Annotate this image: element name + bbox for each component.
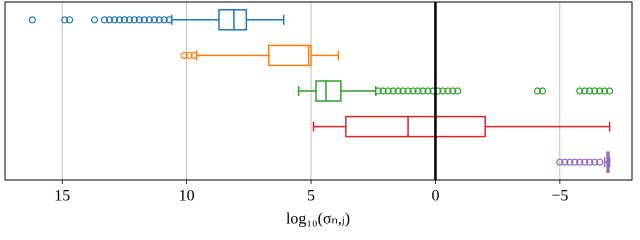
flier (140, 16, 148, 24)
plot-frame (4, 1, 633, 181)
flier (576, 87, 584, 95)
flier (414, 87, 422, 95)
flier (419, 87, 427, 95)
flier (591, 158, 599, 166)
flier (374, 87, 382, 95)
flier (581, 158, 589, 166)
flier (150, 16, 158, 24)
flier (586, 87, 594, 95)
box (218, 9, 248, 31)
flier (606, 87, 614, 95)
flier (28, 16, 36, 24)
flier (61, 16, 69, 24)
flier (130, 16, 138, 24)
flier (556, 158, 564, 166)
flier (591, 87, 599, 95)
flier (566, 158, 574, 166)
flier (185, 51, 193, 60)
flier (90, 16, 99, 24)
flier (399, 87, 407, 95)
flier (601, 87, 609, 95)
flier (165, 16, 173, 24)
flier (100, 16, 109, 24)
x-tick-label: −5 (551, 188, 568, 205)
flier (581, 87, 589, 95)
flier (190, 51, 198, 60)
flier (115, 16, 124, 24)
flier (571, 158, 579, 166)
x-axis-label: log₁₀(σₙ,ⱼ) (286, 211, 350, 228)
x-tick-label: 0 (431, 188, 439, 205)
flier (424, 87, 432, 95)
flier (379, 87, 387, 95)
x-tick-label: 15 (54, 188, 70, 205)
x-tick-label: 10 (179, 188, 195, 205)
box (345, 115, 486, 138)
flier (561, 158, 569, 166)
flier (125, 16, 134, 24)
flier (586, 158, 594, 166)
flier (155, 16, 163, 24)
flier (404, 87, 412, 95)
box (315, 80, 342, 102)
flier (538, 87, 547, 95)
chart: log₁₀(σₙ,ⱼ) 15 10 5 0 −5 (4, 1, 633, 228)
flier (444, 87, 452, 95)
flier (409, 87, 417, 95)
flier (454, 87, 462, 95)
flier (576, 158, 584, 166)
flier (180, 51, 188, 60)
flier (439, 87, 447, 95)
flier (394, 87, 402, 95)
x-tick-label: 5 (307, 188, 315, 205)
flier (596, 87, 604, 95)
box (267, 44, 312, 67)
flier (145, 16, 153, 24)
flier (384, 87, 392, 95)
flier (66, 16, 74, 24)
flier (110, 16, 119, 24)
flier (389, 87, 397, 95)
flier (533, 87, 542, 95)
flier (105, 16, 114, 24)
flier (160, 16, 168, 24)
flier (120, 16, 129, 24)
flier (449, 87, 457, 95)
flier (596, 158, 604, 166)
flier (135, 16, 143, 24)
